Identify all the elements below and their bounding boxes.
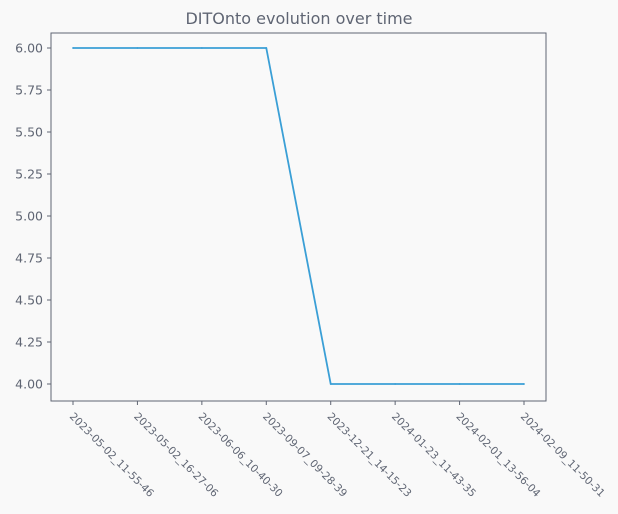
data-point (200, 47, 203, 49)
y-tick-label: 4.25 (15, 335, 43, 350)
data-point (458, 383, 461, 385)
y-tick-label: 5.50 (15, 125, 43, 140)
data-point (394, 383, 397, 385)
series-layer (72, 47, 525, 385)
y-tick-label: 4.50 (15, 293, 43, 308)
data-point (523, 383, 525, 385)
y-tick-label: 4.75 (15, 251, 43, 266)
series-line (73, 47, 524, 385)
x-axis: 2023-05-02_11-55-462023-05-02_16-27-0620… (67, 401, 607, 500)
data-point (136, 47, 139, 49)
y-tick-label: 5.75 (15, 83, 43, 98)
data-point (265, 47, 268, 49)
y-tick-label: 5.25 (15, 167, 43, 182)
y-axis: 4.00 4.25 4.50 4.75 5.00 5.25 5.50 5.75 6.00 (15, 41, 51, 392)
data-point (329, 383, 332, 385)
data-point (72, 47, 74, 49)
y-tick-label: 4.00 (15, 377, 43, 392)
y-tick-label: 5.00 (15, 209, 43, 224)
y-tick-label: 6.00 (15, 41, 43, 56)
chart-title: DITOnto evolution over time (185, 9, 412, 28)
